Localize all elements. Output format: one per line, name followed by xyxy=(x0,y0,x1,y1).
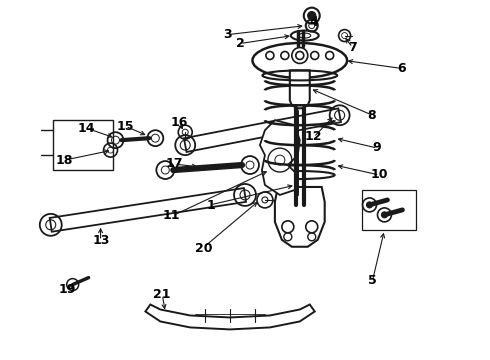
Text: 10: 10 xyxy=(370,168,388,181)
Text: 9: 9 xyxy=(372,141,381,154)
Text: 17: 17 xyxy=(166,157,183,170)
Bar xyxy=(362,190,416,230)
Text: 4: 4 xyxy=(309,16,318,29)
Text: 6: 6 xyxy=(397,62,406,75)
Circle shape xyxy=(367,202,372,208)
Bar xyxy=(53,120,113,170)
Text: 11: 11 xyxy=(163,210,180,222)
Text: 20: 20 xyxy=(195,242,212,255)
Text: 21: 21 xyxy=(153,288,171,301)
Circle shape xyxy=(308,12,316,20)
Polygon shape xyxy=(275,187,325,247)
Text: 7: 7 xyxy=(348,41,357,54)
Polygon shape xyxy=(290,71,310,108)
Text: 19: 19 xyxy=(58,283,75,296)
Text: 13: 13 xyxy=(92,234,110,247)
Text: 5: 5 xyxy=(368,274,376,287)
Text: 18: 18 xyxy=(56,154,73,167)
Polygon shape xyxy=(146,305,315,329)
Circle shape xyxy=(382,212,388,218)
Text: 2: 2 xyxy=(236,37,245,50)
Text: 8: 8 xyxy=(368,109,376,122)
Polygon shape xyxy=(49,188,246,232)
Text: 15: 15 xyxy=(117,120,134,133)
Text: 3: 3 xyxy=(223,28,232,41)
Polygon shape xyxy=(260,120,300,195)
Text: 14: 14 xyxy=(77,122,95,135)
Polygon shape xyxy=(184,108,341,152)
Text: 1: 1 xyxy=(206,199,215,212)
Text: 16: 16 xyxy=(171,116,188,129)
Text: 12: 12 xyxy=(305,130,322,144)
